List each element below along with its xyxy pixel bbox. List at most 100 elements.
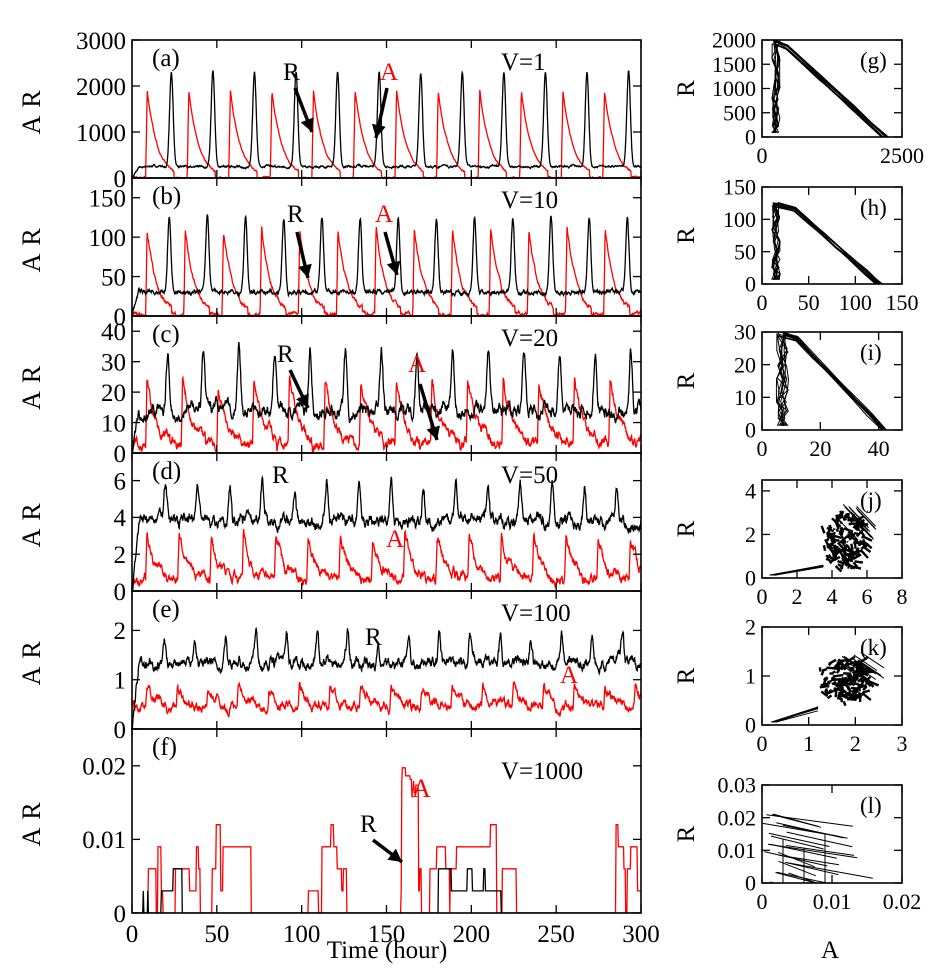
time-axis-label: Time (hour) (327, 937, 448, 964)
y-axis-label-R: R (17, 503, 46, 521)
phase-segment (841, 655, 866, 673)
series-R-line (132, 475, 641, 591)
panel-label: (d) (152, 458, 181, 485)
series-R-line (132, 341, 641, 453)
y-axis-label-A: A (17, 666, 46, 685)
y-tick-label: 100 (89, 225, 127, 252)
phase-segment (775, 710, 819, 723)
phase-segment (834, 565, 843, 573)
panel-g (761, 39, 903, 138)
phase-segment (863, 689, 871, 694)
phase-segment (838, 510, 845, 520)
phase-segment (848, 674, 860, 683)
phase-segment (838, 519, 859, 541)
phase-segment (836, 515, 841, 521)
phase-segment (784, 861, 839, 876)
arrow-head (387, 848, 402, 862)
phase-segment (851, 676, 854, 679)
y-tick-label: 150 (89, 185, 127, 212)
y-tick-label: 2 (114, 542, 127, 569)
phase-segment (833, 687, 842, 692)
phase-segment (776, 822, 844, 839)
phase-segment (844, 506, 864, 527)
phase-segment (828, 658, 837, 666)
x-tick-label: 1 (803, 731, 814, 756)
x-tick-label: 0 (757, 731, 768, 756)
phase-segment (853, 654, 878, 671)
phase-segment (834, 690, 838, 698)
y-tick-label: 0 (114, 901, 127, 928)
phase-segment (824, 689, 829, 694)
x-tick-label: 0 (126, 921, 139, 948)
x-tick-label: 0 (757, 584, 768, 609)
phase-trajectory (769, 504, 877, 576)
phase-segment (827, 554, 834, 560)
phase-segment (831, 531, 837, 537)
series-label-A: A (386, 526, 404, 553)
panel-label: (i) (860, 340, 882, 365)
x-tick-label: 0 (757, 436, 768, 461)
phase-segment (853, 541, 857, 545)
x-tick-label: 200 (453, 921, 491, 948)
y-axis-label-R: R (673, 80, 700, 97)
phase-segment (830, 537, 836, 544)
phase-segment (832, 534, 842, 539)
phase-segment (850, 694, 863, 701)
y-axis-label-R: R (673, 227, 700, 244)
phase-segment (850, 556, 854, 561)
phase-segment (852, 553, 862, 561)
y-tick-label: 2 (114, 618, 127, 645)
x-tick-label: 150 (368, 921, 406, 948)
y-tick-label: 1500 (712, 52, 756, 77)
y-tick-label: 1000 (76, 120, 126, 147)
panel-label: (c) (152, 321, 180, 348)
phase-segment (844, 660, 869, 677)
x-tick-label: 2 (792, 584, 803, 609)
series-label-A: A (412, 774, 431, 803)
panel-label: (k) (860, 635, 887, 660)
phase-segment (862, 677, 871, 684)
phase-segment (855, 547, 860, 552)
y-tick-label: 100 (723, 207, 756, 232)
panel-k (761, 626, 903, 726)
phase-segment (785, 845, 855, 856)
series-label-R: R (272, 462, 289, 489)
phase-trajectory (771, 651, 885, 723)
phase-segment (826, 543, 834, 551)
phase-segment (846, 514, 854, 523)
phase-x-axis-label: A (821, 937, 839, 964)
y-tick-label: 0.02 (718, 805, 757, 830)
panel-label: (j) (860, 488, 882, 513)
series-group (132, 767, 641, 913)
y-tick-label: 1 (745, 664, 756, 689)
y-tick-label: 2 (745, 522, 756, 547)
phase-segment (834, 664, 844, 671)
y-tick-label: 500 (723, 100, 756, 125)
phase-segment (772, 706, 819, 723)
series-R-line (132, 70, 641, 178)
y-axis-label-A: A (17, 253, 46, 272)
phase-segment (847, 674, 853, 679)
phase-segment (818, 667, 822, 672)
arrow-label-A: A (408, 351, 426, 378)
panel-label: (b) (152, 183, 181, 210)
phase-segment (845, 682, 855, 686)
y-tick-label: 10 (734, 385, 756, 410)
phase-segment (774, 564, 824, 576)
x-tick-label: 0.02 (883, 889, 922, 914)
phase-segment (851, 517, 872, 538)
phase-segment (842, 700, 847, 707)
phase-segment (849, 507, 869, 529)
y-tick-label: 30 (101, 349, 126, 376)
y-tick-label: 0 (745, 125, 756, 150)
x-tick-label: 0 (757, 889, 768, 914)
x-tick-label: 150 (886, 290, 919, 315)
phase-segment (841, 558, 849, 567)
phase-segment (820, 668, 825, 676)
series-group (132, 627, 641, 729)
phase-segment (864, 543, 869, 547)
arrow-head (298, 263, 312, 278)
panel-b (131, 177, 642, 317)
y-tick-label: 2000 (712, 28, 756, 53)
arrow-label-R: R (360, 811, 377, 838)
